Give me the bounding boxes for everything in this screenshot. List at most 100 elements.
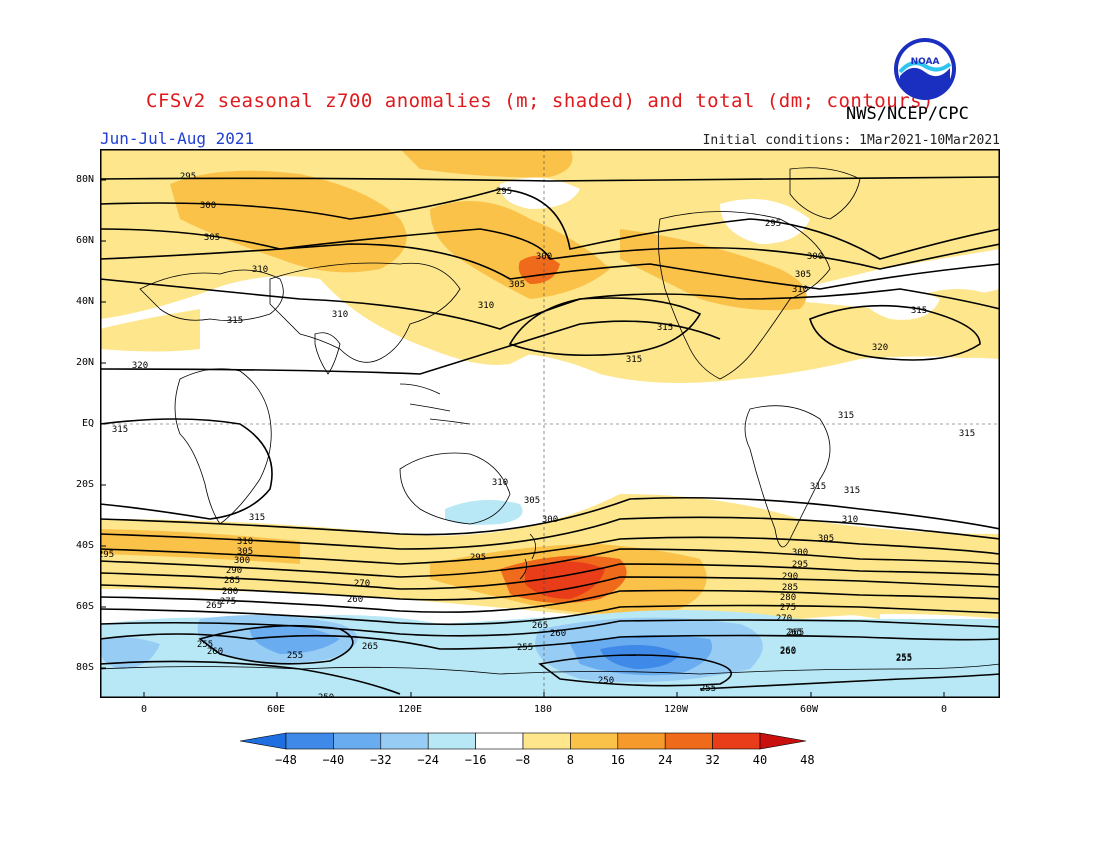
colorbar-box [617, 732, 666, 750]
contour-label: 295 [792, 560, 808, 570]
contour-label: 315 [657, 323, 673, 333]
colorbar-tick-label: −40 [323, 753, 345, 767]
contour-label: 300 [536, 252, 552, 262]
contour-label: 320 [872, 343, 888, 353]
contour-label: 295 [180, 172, 196, 182]
contour-label: 265 [206, 601, 222, 611]
colorbar-box [712, 732, 761, 750]
lat-label-60s: 60S [75, 601, 94, 612]
contour-label: 295 [496, 187, 512, 197]
contour-label: 260 [207, 647, 223, 657]
noaa-logo-text: NOAA [911, 57, 940, 67]
contour-label: 305 [795, 270, 811, 280]
contour-label: 270 [354, 579, 370, 589]
contour-label: 315 [838, 411, 854, 421]
noaa-logo-icon: NOAA [894, 38, 956, 100]
contour-label: 315 [227, 316, 243, 326]
anomaly-shading [100, 149, 1000, 698]
contour-label: 315 [911, 306, 927, 316]
contour-label: 295 [100, 550, 114, 560]
contour-label: 315 [249, 513, 265, 523]
season-label: Jun-Jul-Aug 2021 [100, 129, 255, 148]
contour-label: 300 [807, 252, 823, 262]
anomaly-map: 295 295 300 305 310 310 315 320 300 305 … [100, 149, 1000, 698]
contour-label: 315 [810, 482, 826, 492]
colorbar-tick-label: 32 [705, 753, 719, 767]
contour-label: 250 [318, 693, 334, 698]
contour-label: 295 [765, 219, 781, 229]
contour-label: 300 [234, 556, 250, 566]
lat-label-40s: 40S [75, 540, 94, 551]
contour-label: 310 [792, 285, 808, 295]
colorbar-tick-label: 24 [658, 753, 672, 767]
contour-label: 265 [362, 642, 378, 652]
contour-label: 255 [287, 651, 303, 661]
contour-label: 275 [780, 603, 796, 613]
lat-label-20s: 20S [75, 479, 94, 490]
contour-label: 280 [222, 587, 238, 597]
contour-label: 305 [204, 233, 220, 243]
lat-label-eq: EQ [81, 418, 94, 429]
contour-label: 270 [776, 614, 792, 624]
colorbar-box [285, 732, 334, 750]
colorbar-box [427, 732, 476, 750]
colorbar-arrow-high [759, 732, 807, 750]
agency-label: NWS/NCEP/CPC [846, 104, 969, 124]
contour-label: 315 [626, 355, 642, 365]
map-frame [100, 149, 1000, 698]
lon-label-120e: 120E [398, 704, 423, 715]
height-contours [100, 176, 1000, 695]
lon-label-180: 180 [534, 704, 553, 715]
contour-label: 315 [844, 486, 860, 496]
contour-label: 310 [492, 478, 508, 488]
contour-label: 265 [786, 628, 802, 638]
contour-label: 255 [700, 684, 716, 694]
colorbar-box [475, 732, 524, 750]
colorbar-box [380, 732, 429, 750]
lat-label-80s: 80S [75, 662, 94, 673]
contour-label: 305 [509, 280, 525, 290]
contour-label: 315 [112, 425, 128, 435]
contour-label: 285 [224, 576, 240, 586]
colorbar-box [570, 732, 619, 750]
colorbar-tick-label: 48 [800, 753, 814, 767]
contour-label: 275 [220, 597, 236, 607]
colorbar-tick-label: −16 [465, 753, 487, 767]
colorbar-tick-label: −8 [516, 753, 530, 767]
lat-label-20n: 20N [75, 357, 94, 368]
contour-label: 265 [532, 621, 548, 631]
contour-label: 305 [524, 496, 540, 506]
contour-label: 260 [550, 629, 566, 639]
contour-label: 310 [237, 537, 253, 547]
contour-label: 280 [780, 593, 796, 603]
lon-label-60e: 60E [267, 704, 286, 715]
contour-label: 260 [780, 646, 796, 656]
colorbar-tick-label: −48 [275, 753, 297, 767]
contour-label: 310 [332, 310, 348, 320]
contour-label: 300 [542, 515, 558, 525]
colorbar-tick-label: 40 [753, 753, 767, 767]
contour-label: 290 [782, 572, 798, 582]
lat-label-40n: 40N [75, 296, 94, 307]
colorbar-tick-label: 8 [567, 753, 574, 767]
contour-label: 300 [792, 548, 808, 558]
contour-label: 255 [896, 653, 912, 663]
initial-conditions-label: Initial conditions: 1Mar2021-10Mar2021 [702, 133, 1000, 148]
contour-label: 305 [818, 534, 834, 544]
contour-label: 305 [237, 547, 253, 557]
contour-label: 255 [896, 654, 912, 664]
contour-label: 255 [197, 640, 213, 650]
contour-labels: 295 295 300 305 310 310 315 320 300 305 … [100, 172, 975, 698]
contour-label: 260 [347, 595, 363, 605]
contour-label: 265 [788, 628, 804, 638]
contour-label: 285 [782, 583, 798, 593]
lat-label-60n: 60N [75, 235, 94, 246]
colorbar-arrow-low [239, 732, 287, 750]
colorbar-tick-label: −32 [370, 753, 392, 767]
contour-label: 255 [517, 643, 533, 653]
lon-label-120w: 120W [664, 704, 689, 715]
contour-label: 310 [478, 301, 494, 311]
contour-label: 260 [780, 647, 796, 657]
contour-label: 290 [226, 566, 242, 576]
colorbar-box [664, 732, 713, 750]
